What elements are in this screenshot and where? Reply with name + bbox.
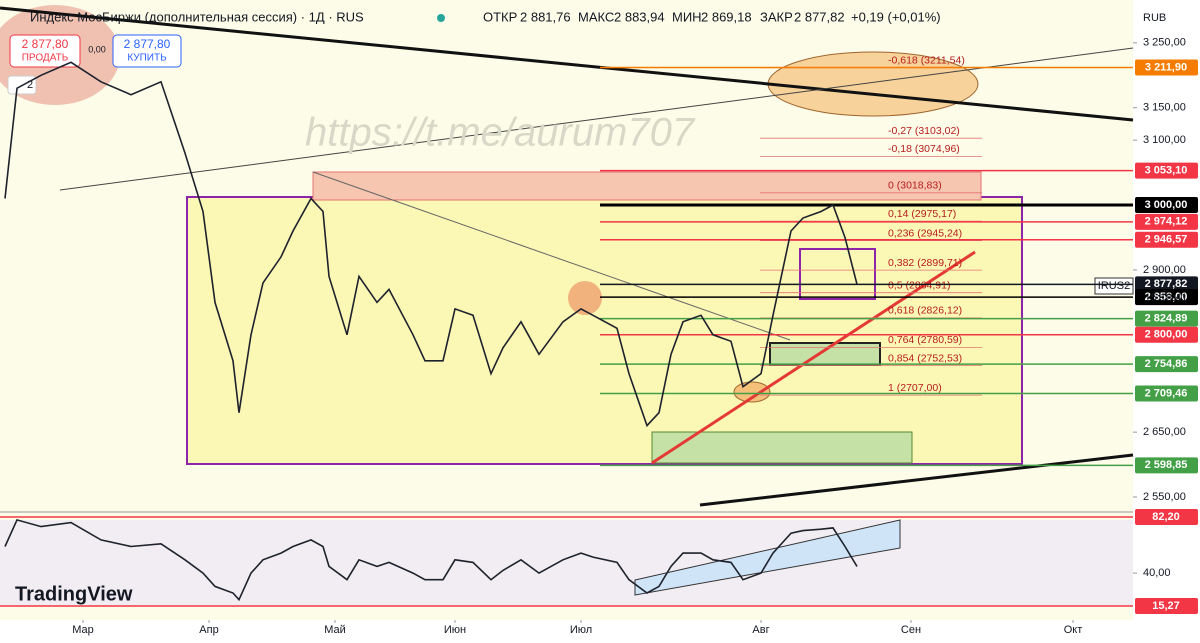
price-line xyxy=(4,61,858,428)
level-box xyxy=(1135,457,1198,474)
collapse-count[interactable]: 2 xyxy=(27,79,33,91)
level-box xyxy=(1135,326,1198,343)
level-label: 3 211,90 xyxy=(1145,61,1187,73)
sell-label[interactable]: ПРОДАТЬ xyxy=(22,53,69,64)
y-tick-label: 3 250,00 xyxy=(1143,37,1186,49)
sell-price[interactable]: 2 877,80 xyxy=(22,37,69,51)
watermark: https://t.me/aurum707 xyxy=(305,111,696,155)
price-line xyxy=(4,518,858,602)
fib-label: 0,618 (2826,12) xyxy=(888,305,962,317)
quote-value: 2 877,82 xyxy=(794,9,845,24)
x-tick-label: Май xyxy=(324,624,346,636)
trend-line xyxy=(312,171,791,341)
level-box xyxy=(1135,197,1198,214)
level-box xyxy=(1135,597,1198,614)
level-label: 2 946,57 xyxy=(1145,234,1188,246)
fib-label: 0 (3018,83) xyxy=(888,180,942,192)
level-label: 2 974,12 xyxy=(1145,216,1188,228)
quote-value: 2 881,76 xyxy=(520,9,571,24)
time-axis xyxy=(0,620,1133,643)
buy-price[interactable]: 2 877,80 xyxy=(124,37,171,51)
countdown: 15:18:41 xyxy=(1145,292,1188,304)
x-tick-label: Окт xyxy=(1064,624,1083,636)
zone-box xyxy=(799,248,876,300)
level-box xyxy=(1135,162,1198,179)
trend-line xyxy=(699,453,1134,507)
fib-label: 0,764 (2780,59) xyxy=(888,334,962,346)
fib-label: 0,854 (2752,53) xyxy=(888,352,962,364)
x-tick-label: Сен xyxy=(901,624,921,636)
x-tick-label: Июн xyxy=(444,624,466,636)
level-label: 3 000,00 xyxy=(1145,199,1188,211)
zone-box xyxy=(651,431,913,464)
quote-label: ЗАКР xyxy=(760,9,793,24)
level-box xyxy=(1135,213,1198,230)
quote-change: +0,19 (+0,01%) xyxy=(851,9,941,24)
highlight-circle xyxy=(568,281,602,315)
buy-label[interactable]: КУПИТЬ xyxy=(127,53,167,64)
level-box xyxy=(1135,59,1198,76)
quote-value: 2 883,94 xyxy=(614,9,665,24)
rsi-band xyxy=(0,520,1133,606)
fib-label: -0,618 (3211,54) xyxy=(888,55,965,67)
quote-value: 2 869,18 xyxy=(701,9,752,24)
quote-label: МИН xyxy=(672,9,702,24)
level-label: 15,27 xyxy=(1152,600,1180,612)
level-label: 82,20 xyxy=(1152,511,1180,523)
level-label: 2 800,00 xyxy=(1145,329,1188,341)
y-tick-label: 3 150,00 xyxy=(1143,102,1186,114)
level-box xyxy=(1135,310,1198,327)
buy-button[interactable] xyxy=(112,34,182,68)
x-tick-label: Мар xyxy=(72,624,94,636)
spread: 0,00 xyxy=(88,44,106,54)
quote-label: МАКС xyxy=(578,9,614,24)
ticker: IRUS2 xyxy=(1098,280,1130,292)
y-tick-label: 3 100,00 xyxy=(1143,134,1186,146)
status-dot xyxy=(437,14,445,22)
level-label: 2 709,46 xyxy=(1145,387,1188,399)
trend-line xyxy=(0,6,1134,122)
x-tick-label: Апр xyxy=(199,624,218,636)
sell-button[interactable] xyxy=(9,34,81,68)
brand: TradingView xyxy=(15,583,133,605)
y-tick-label: 2 900,00 xyxy=(1143,264,1186,276)
level-label: 2 598,85 xyxy=(1145,459,1188,471)
ticker-box xyxy=(1094,277,1134,295)
y-tick-label: 2 550,00 xyxy=(1143,491,1186,503)
level-box xyxy=(1135,508,1198,525)
rsi-channel xyxy=(634,519,901,596)
fib-label: 0,5 (2864,91) xyxy=(888,279,950,291)
level-label: 2 754,86 xyxy=(1145,358,1188,370)
trend-line xyxy=(59,47,1134,191)
level-box xyxy=(1135,289,1198,306)
level-box xyxy=(1135,385,1198,402)
zone-box xyxy=(312,171,982,201)
level-box xyxy=(1135,231,1198,248)
currency[interactable]: RUB xyxy=(1143,12,1166,24)
fib-label: 1 (2707,00) xyxy=(888,382,942,394)
fib-label: 0,382 (2899,71) xyxy=(888,257,962,269)
trend-line xyxy=(651,250,976,465)
level-box xyxy=(1135,276,1198,293)
fib-label: 0,236 (2945,24) xyxy=(888,227,962,239)
level-label: 2 877,82 xyxy=(1145,278,1188,290)
level-label: 2 858,00 xyxy=(1145,291,1188,303)
fib-label: -0,18 (3074,96) xyxy=(888,143,960,155)
zone-box xyxy=(769,342,881,366)
y-tick-label: 40,00 xyxy=(1143,567,1171,579)
quote-label: ОТКР xyxy=(483,9,517,24)
y-tick-label: 2 650,00 xyxy=(1143,426,1186,438)
fib-label: -0,27 (3103,02) xyxy=(888,125,960,137)
x-tick-label: Июл xyxy=(570,624,592,636)
level-label: 3 053,10 xyxy=(1145,164,1188,176)
fib-label: 0,14 (2975,17) xyxy=(888,208,956,220)
level-label: 2 824,89 xyxy=(1145,313,1188,325)
title: Индекс МосБиржи (дополнительная сессия) … xyxy=(30,9,364,24)
x-tick-label: Авг xyxy=(752,624,769,636)
level-box xyxy=(1135,356,1198,373)
